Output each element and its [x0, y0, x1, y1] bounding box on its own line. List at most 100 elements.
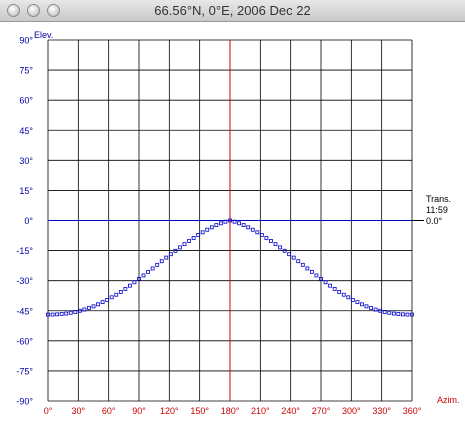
- y-tick-label: -45°: [16, 306, 33, 316]
- data-point: [55, 312, 59, 317]
- data-point: [391, 311, 396, 316]
- data-point: [323, 280, 328, 285]
- y-tick-label: 75°: [19, 66, 33, 76]
- x-tick-label: 300°: [342, 406, 361, 416]
- data-point: [73, 310, 78, 314]
- x-tick-label: 360°: [403, 406, 422, 416]
- data-point: [350, 298, 355, 302]
- y-tick-label: 45°: [19, 126, 33, 136]
- data-point: [200, 230, 205, 235]
- y-tick-label: -30°: [16, 276, 33, 286]
- data-point: [291, 255, 296, 260]
- data-point: [259, 233, 264, 237]
- data-point: [59, 312, 64, 316]
- window-title: 66.56°N, 0°E, 2006 Dec 22: [154, 3, 311, 18]
- x-tick-label: 30°: [72, 406, 86, 416]
- transit-elevation: 0.0°: [426, 216, 443, 226]
- x-axis-ticks: 0° 30° 60° 90° 120° 150° 180° 210° 240° 270° 300° 3…: [44, 406, 422, 416]
- data-point: [305, 266, 310, 271]
- data-point: [191, 236, 196, 240]
- x-tick-label: 330°: [372, 406, 391, 416]
- x-tick-label: 90°: [132, 406, 146, 416]
- title-bar[interactable]: 66.56°N, 0°E, 2006 Dec 22: [0, 0, 465, 22]
- data-point: [273, 242, 278, 247]
- data-point: [405, 312, 410, 317]
- data-point: [309, 269, 314, 274]
- data-point: [127, 283, 132, 288]
- data-point: [168, 252, 173, 257]
- chart-background: [0, 22, 465, 435]
- data-point: [155, 262, 160, 267]
- data-point: [328, 283, 333, 288]
- data-point: [137, 276, 141, 281]
- data-point: [123, 286, 128, 291]
- close-button[interactable]: [7, 4, 20, 17]
- sun-path-points: [46, 218, 414, 317]
- data-point: [369, 306, 373, 310]
- elevation-chart: 90° 75° 60° 45° 30° 15° 0° -15° -30° -45° -60° -75°…: [0, 22, 465, 435]
- x-axis-label: Azim.: [437, 395, 460, 405]
- data-point: [264, 236, 269, 240]
- data-point: [396, 312, 401, 316]
- x-tick-label: 180°: [221, 406, 240, 416]
- y-tick-label: 0°: [24, 216, 33, 226]
- transit-time: 11:59: [426, 205, 448, 215]
- y-tick-label: -90°: [16, 397, 33, 407]
- data-point: [382, 310, 387, 314]
- data-point: [164, 255, 169, 260]
- data-point: [410, 312, 414, 317]
- data-point: [209, 225, 214, 230]
- data-point: [91, 304, 96, 309]
- data-point: [77, 308, 82, 313]
- x-tick-label: 150°: [190, 406, 209, 416]
- y-tick-label: -60°: [16, 336, 33, 346]
- data-point: [205, 227, 210, 232]
- data-point: [96, 302, 100, 307]
- data-point: [360, 302, 364, 307]
- data-point: [355, 300, 360, 305]
- y-tick-label: 90°: [19, 36, 33, 46]
- chart-reference-lines: [48, 40, 424, 401]
- y-tick-label: 30°: [19, 156, 33, 166]
- data-point: [87, 306, 91, 310]
- data-point: [146, 269, 151, 274]
- x-tick-label: 210°: [251, 406, 270, 416]
- data-point: [400, 312, 405, 317]
- minimize-button[interactable]: [27, 4, 40, 17]
- data-point: [141, 273, 146, 278]
- data-point: [64, 311, 69, 316]
- data-point: [50, 312, 55, 317]
- data-point: [214, 223, 219, 228]
- data-point: [364, 304, 369, 309]
- data-point: [341, 292, 346, 297]
- data-point: [278, 245, 282, 250]
- data-point: [346, 295, 351, 300]
- data-point: [109, 295, 114, 300]
- data-point: [82, 307, 87, 312]
- x-tick-label: 120°: [160, 406, 179, 416]
- data-point: [118, 289, 123, 294]
- y-axis-label: Elev.: [34, 30, 53, 40]
- data-point: [182, 242, 187, 247]
- data-point: [237, 221, 242, 226]
- data-point: [223, 219, 228, 224]
- transit-label: Trans.: [426, 194, 451, 204]
- data-point: [100, 300, 105, 305]
- x-tick-label: 270°: [312, 406, 331, 416]
- y-tick-label: -75°: [16, 366, 33, 376]
- data-point: [282, 248, 287, 253]
- data-point: [159, 259, 164, 264]
- data-point: [387, 310, 392, 315]
- data-point: [232, 219, 237, 224]
- data-point: [178, 245, 182, 250]
- data-point: [332, 286, 337, 291]
- y-tick-label: 60°: [19, 96, 33, 106]
- data-point: [105, 298, 110, 302]
- data-point: [241, 223, 246, 228]
- zoom-button[interactable]: [47, 4, 60, 17]
- x-tick-label: 240°: [281, 406, 300, 416]
- x-tick-label: 60°: [102, 406, 116, 416]
- data-point: [218, 221, 223, 226]
- data-point: [68, 310, 73, 315]
